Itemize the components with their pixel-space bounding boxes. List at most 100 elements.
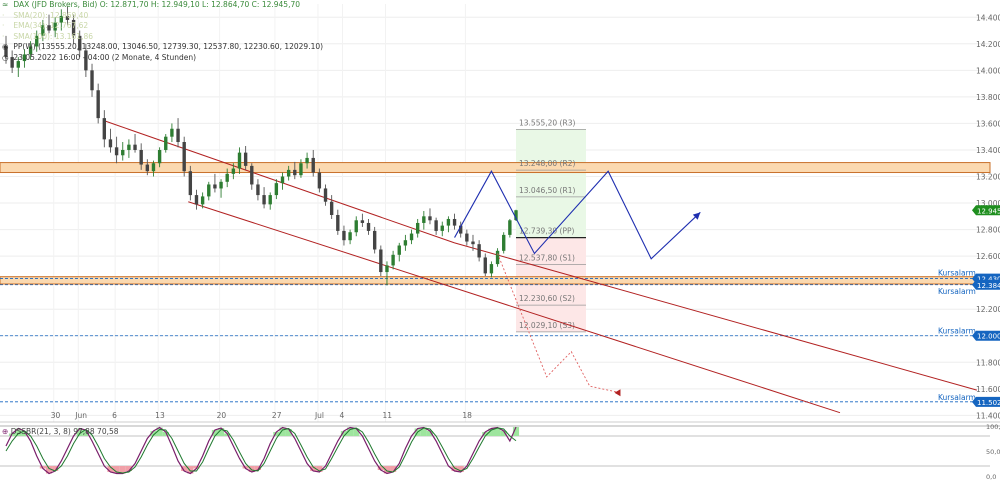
y-tick-label: 13.400,00 — [976, 146, 1000, 155]
oscillator-tick-label: 50,0 — [986, 448, 1000, 456]
price-tag — [972, 279, 1000, 290]
candle-body — [256, 184, 260, 196]
x-tick-label: 20 — [217, 411, 227, 420]
price-tag-label: 11.502,0 — [977, 399, 1000, 407]
pivot-label: 12.739,30 (PP) — [519, 227, 575, 236]
oscillator-oversold-fill — [181, 466, 188, 471]
candle-body — [514, 210, 518, 221]
candle-body — [71, 19, 76, 36]
x-tick-label: Jun — [74, 411, 87, 420]
oscillator-overbought-fill — [273, 432, 280, 436]
legend-date-row: ◷ 23.05.2022 16:00 - 04:00 (2 Monate, 4 … — [2, 53, 323, 64]
indicator-icon: · — [2, 10, 5, 20]
alt-projection-arrowhead — [614, 389, 621, 397]
oscillator-legend[interactable]: ⊕ DSSBR(21, 3, 8) 97,88 70,58 — [2, 427, 119, 436]
candle-body — [477, 244, 481, 258]
pivot-label: 12.029,10 (S3) — [519, 321, 575, 330]
y-tick-label: 12.200,00 — [976, 305, 1000, 314]
legend-symbol-row[interactable]: ≈ DAX (JFD Brokers, Bid) O: 12.871,70 H:… — [2, 0, 323, 11]
candle-body — [250, 165, 254, 185]
y-tick-label: 11.800,00 — [976, 358, 1000, 367]
oscillator-overbought-fill — [279, 427, 286, 436]
pivot-resistance-area — [516, 129, 586, 238]
x-tick-label: 13 — [155, 411, 165, 420]
oscillator-overbought-fill — [217, 428, 225, 436]
price-tag — [972, 205, 1000, 216]
candle-body — [502, 234, 506, 251]
candle-body — [268, 195, 272, 205]
candle-body — [379, 249, 383, 273]
candle-body — [243, 152, 248, 166]
oscillator-icon: ⊕ — [2, 427, 9, 436]
candle-body — [489, 264, 494, 274]
pivot-label: 13.555,20 (R3) — [519, 118, 575, 127]
candle-body — [372, 230, 377, 250]
pivot-label: 12.230,60 (S2) — [519, 294, 575, 303]
oscillator-oversold-fill — [310, 466, 317, 471]
candle-body — [207, 184, 211, 197]
candle-body — [213, 184, 217, 189]
legend-ma-row-2[interactable]: · EMA(34): 12.767,62 — [2, 21, 323, 32]
candle-body — [47, 25, 51, 31]
candle-body — [471, 241, 475, 245]
candle-body — [293, 169, 297, 176]
candle-body — [188, 171, 193, 196]
pivot-label: 13.248,00 (R2) — [519, 159, 575, 168]
channel-upper-extension — [454, 242, 977, 391]
oscillator-overbought-fill — [15, 428, 22, 436]
candle-body — [84, 50, 88, 71]
oscillator-tick-label: 100,0 — [986, 423, 1000, 431]
oscillator-oversold-fill — [107, 466, 114, 472]
candle-body — [16, 61, 20, 68]
y-tick-label: 14.000,00 — [976, 66, 1000, 75]
y-tick-label: 11.400,00 — [976, 411, 1000, 420]
oscillator-oversold-fill — [254, 466, 261, 470]
ma-2-value: EMA(34): 12.767,62 — [13, 21, 89, 30]
oscillator-oversold-fill — [125, 466, 132, 471]
clock-icon: ◷ — [2, 52, 9, 62]
candle-body — [164, 136, 168, 150]
price-tag — [972, 396, 1000, 407]
candle-body — [459, 225, 463, 234]
candle-body — [231, 168, 236, 174]
price-tag-label: 12.945,70 — [977, 207, 1000, 215]
oscillator-oversold-fill — [45, 466, 53, 474]
oscillator-overbought-fill — [512, 427, 520, 436]
pivot-values: PP(W) (13555.20, 13248.00, 13046.50, 127… — [13, 42, 324, 51]
instrument-icon: ≈ — [2, 0, 9, 9]
x-tick-label: 4 — [340, 411, 345, 420]
x-tick-label: 18 — [462, 411, 472, 420]
candle-body — [151, 163, 156, 172]
oscillator-overbought-fill — [500, 431, 507, 436]
chart-legend: ≈ DAX (JFD Brokers, Bid) O: 12.871,70 H:… — [2, 0, 323, 63]
legend-ma-row-3[interactable]: · SMA(100): 13.161,86 — [2, 32, 323, 43]
legend-pivot-row[interactable]: ◉ PP(W) (13555.20, 13248.00, 13046.50, 1… — [2, 42, 323, 53]
oscillator-overbought-fill — [340, 431, 348, 436]
candle-body — [274, 183, 279, 196]
candle-body — [145, 164, 150, 172]
symbol-ohlc: DAX (JFD Brokers, Bid) O: 12.871,70 H: 1… — [13, 0, 301, 9]
candle-body — [262, 195, 266, 205]
support-zone — [0, 276, 991, 285]
candle-body — [415, 222, 420, 234]
candle-body — [317, 172, 322, 189]
y-tick-label: 12.600,00 — [976, 252, 1000, 261]
candle-body — [22, 54, 27, 62]
candle-body — [59, 15, 63, 23]
pivot-label: 12.537,80 (S1) — [519, 253, 575, 262]
x-tick-label: 6 — [112, 411, 117, 420]
x-tick-label: 11 — [383, 411, 393, 420]
candle-body — [194, 195, 199, 205]
x-tick-label: 30 — [51, 411, 61, 420]
candle-body — [508, 220, 512, 235]
candle-body — [102, 118, 107, 140]
candle-body — [35, 35, 39, 47]
x-tick-label: Jul — [314, 411, 324, 420]
candle-body — [403, 240, 408, 246]
alt-projection-path — [497, 253, 621, 394]
legend-ma-row-1[interactable]: · SMA(20): 12.869,40 — [2, 11, 323, 22]
projection-path — [454, 170, 701, 260]
oscillator-oversold-fill — [383, 466, 391, 474]
candle-body — [121, 149, 125, 156]
